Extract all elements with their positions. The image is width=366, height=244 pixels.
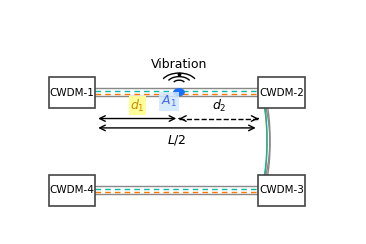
Text: $d_2$: $d_2$	[212, 98, 226, 114]
FancyBboxPatch shape	[49, 77, 96, 108]
FancyBboxPatch shape	[258, 175, 305, 206]
Text: CWDM-4: CWDM-4	[49, 185, 94, 195]
Text: CWDM-3: CWDM-3	[259, 185, 304, 195]
Text: CWDM-1: CWDM-1	[49, 88, 94, 98]
Circle shape	[174, 89, 184, 96]
Text: Vibration: Vibration	[151, 58, 207, 71]
FancyBboxPatch shape	[258, 77, 305, 108]
Text: $L/2$: $L/2$	[167, 133, 187, 147]
FancyBboxPatch shape	[49, 175, 96, 206]
Text: CWDM-2: CWDM-2	[259, 88, 304, 98]
Text: $d_1$: $d_1$	[130, 98, 145, 114]
Text: $A_1$: $A_1$	[161, 94, 177, 109]
